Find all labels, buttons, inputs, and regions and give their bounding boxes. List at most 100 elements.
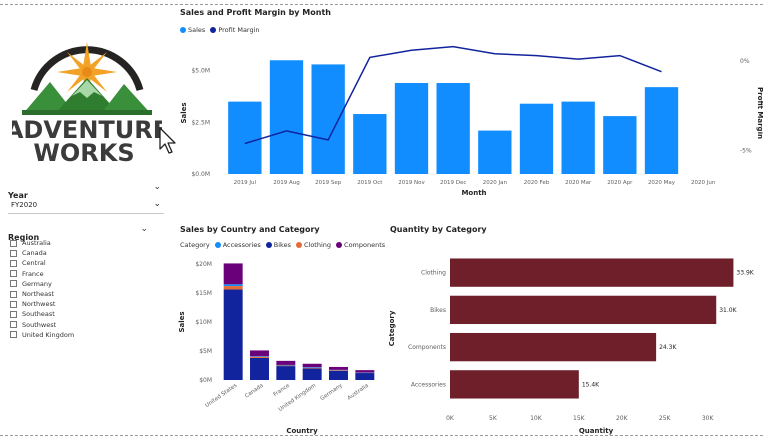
region-item-southwest[interactable]: Southwest [10,320,74,330]
bar-components-1 [250,350,269,357]
region-item-germany[interactable]: Germany [10,279,74,289]
x-tick-label: 20K [616,415,629,422]
region-item-northwest[interactable]: Northwest [10,299,74,309]
x-tick-label: 2019 Oct [357,180,383,186]
bar-sales-2 [311,64,345,174]
region-item-united-kingdom[interactable]: United Kingdom [10,330,74,340]
y-axis-label: Sales [178,311,186,332]
bar-clothing-4 [329,370,348,371]
bar-components-2 [276,360,296,365]
chart3-title: Quantity by Category [390,225,487,234]
bar-sales-7 [519,103,554,174]
x-tick-label: 0K [446,415,455,422]
year-slicer-header: Year ⌄ [8,182,164,200]
region-item-canada[interactable]: Canada [10,248,74,258]
legend-item-components[interactable]: Components [336,241,385,249]
x-tick-label: 2019 Sep [315,180,342,186]
bar-sales-6 [478,130,512,174]
checkbox[interactable] [10,239,17,247]
checkbox[interactable] [10,321,17,329]
checkbox[interactable] [10,259,17,267]
bar-clothing-2 [276,365,296,367]
region-label: Canada [22,249,47,258]
region-label: France [22,269,44,278]
region-item-southeast[interactable]: Southeast [10,309,74,319]
legend-item-sales[interactable]: Sales [180,26,205,34]
legend-item-bikes[interactable]: Bikes [265,241,291,249]
x-tick-label: 2019 Jul [234,180,257,186]
y-tick-label: $2.5M [191,119,210,126]
checkbox[interactable] [10,290,17,298]
sales-profit-chart: $0.0M $2.5M $5.0M -5% 0% Sales Profit Margin 20… [180,45,763,197]
region-item-france[interactable]: France [10,269,74,279]
year-dropdown[interactable]: FY2020 ⌄ [8,198,164,214]
bar-bikes-1 [250,357,269,380]
y-tick-label: Accessories [411,381,446,388]
chart1-title: Sales and Profit Margin by Month [180,8,331,17]
legend-label: Components [344,241,386,249]
data-label: 31.0K [719,307,737,314]
y-tick-label: $0.0M [191,171,210,178]
checkbox[interactable] [10,280,17,288]
chart1-legend: Sales Profit Margin [180,26,265,34]
region-label: Germany [22,279,52,288]
chevron-down-icon[interactable]: ⌄ [153,182,161,192]
x-axis-label: Month [461,189,486,197]
bar-sales-1 [269,60,304,174]
legend-title: Category [180,241,210,249]
region-label: Northwest [22,300,56,309]
bar-sales-8 [561,101,595,174]
bar-bikes-2 [276,366,296,380]
region-list: Australia Canada Central France Germany … [10,238,74,340]
bar-bikes-3 [302,368,322,380]
quantity-category-chart: Clothing 33.9K Bikes 31.0K Components 24.3K Ac… [388,258,755,435]
region-item-central[interactable]: Central [10,258,74,268]
bar-clothing-3 [302,367,322,369]
x-tick-label: 10K [530,415,543,422]
checkbox[interactable] [10,249,17,257]
y-tick-label: $15M [195,290,212,297]
bar-components-3 [302,363,322,368]
legend-item-profit-margin[interactable]: Profit Margin [210,26,260,34]
y2-axis-label: Profit Margin [756,87,763,139]
x-axis-label: Country [286,427,318,435]
legend-item-accessories[interactable]: Accessories [214,241,261,249]
mouse-cursor-icon [159,127,176,154]
x-tick-label: 2020 Mar [565,180,592,186]
y-tick-label: $5.0M [191,68,210,75]
chevron-down-icon[interactable]: ⌄ [140,224,148,234]
checkbox[interactable] [10,310,17,318]
canvas-bottom-border [0,435,763,436]
x-tick-label: Canada [244,383,265,400]
region-label: Australia [22,239,51,248]
x-tick-label: France [273,382,292,398]
bar-accessories-2 [276,364,296,366]
bar-quantity-3 [450,370,579,399]
bar-clothing-1 [250,356,269,358]
checkbox[interactable] [10,331,17,339]
bar-sales-9 [603,116,637,174]
chevron-down-icon: ⌄ [153,199,161,209]
y-tick-label: Components [408,344,446,351]
y-tick-label: $5M [199,348,212,355]
legend-label: Bikes [273,241,291,249]
year-slicer-title: Year [8,191,28,200]
bar-sales-5 [436,83,470,174]
x-tick-label: 2020 May [648,180,676,186]
y2-tick-label: 0% [740,58,750,65]
x-tick-label: United States [204,383,238,409]
region-item-australia[interactable]: Australia [10,238,74,248]
x-tick-label: 2019 Nov [398,180,425,186]
legend-item-clothing[interactable]: Clothing [295,241,331,249]
region-label: Central [22,259,46,268]
x-tick-label: 2019 Aug [273,180,300,186]
region-item-northeast[interactable]: Northeast [10,289,74,299]
legend-label: Sales [188,26,206,34]
checkbox[interactable] [10,270,17,278]
logo-line1: ADVENTURE [12,116,162,144]
y-tick-label: Clothing [421,270,446,277]
y-axis-label: Sales [180,102,188,123]
checkbox[interactable] [10,300,17,308]
x-tick-label: 2020 Feb [524,180,550,186]
x-axis-label: Quantity [579,427,614,435]
